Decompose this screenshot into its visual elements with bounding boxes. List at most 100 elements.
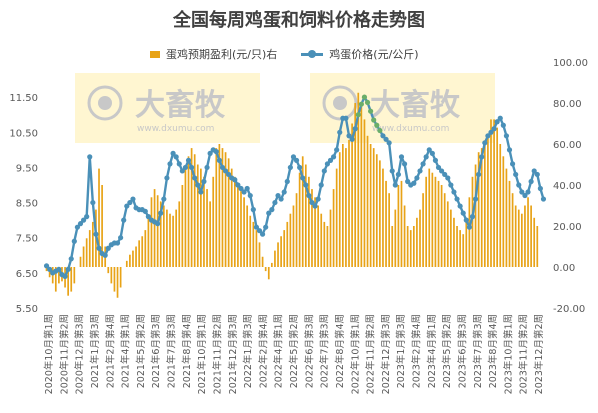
bar[interactable] <box>400 180 403 267</box>
line-point[interactable] <box>423 154 429 160</box>
bar[interactable] <box>354 103 357 267</box>
line-point[interactable] <box>349 136 355 142</box>
line-point[interactable] <box>185 157 192 163</box>
line-point[interactable] <box>426 147 432 153</box>
bar[interactable] <box>397 185 400 267</box>
line-point[interactable] <box>164 175 170 181</box>
line-point[interactable] <box>290 154 297 160</box>
line-point[interactable] <box>238 185 244 192</box>
line-point[interactable] <box>497 115 503 121</box>
bar[interactable] <box>527 197 529 267</box>
bar[interactable] <box>412 226 415 267</box>
bar[interactable] <box>169 213 171 267</box>
bar[interactable] <box>85 238 88 267</box>
bar[interactable] <box>132 250 134 267</box>
bar[interactable] <box>502 156 505 267</box>
line-point[interactable] <box>509 161 516 167</box>
bar[interactable] <box>187 156 190 267</box>
bar[interactable] <box>505 168 508 267</box>
line-point[interactable] <box>127 199 133 206</box>
bar[interactable] <box>138 240 140 267</box>
line-point[interactable] <box>327 157 334 163</box>
line-point[interactable] <box>503 133 510 139</box>
line-point[interactable] <box>358 101 364 107</box>
legend-item-line[interactable]: 鸡蛋价格(元/公斤) <box>301 46 419 62</box>
line-point[interactable] <box>346 133 352 139</box>
line-point[interactable] <box>207 150 213 156</box>
line-point[interactable] <box>284 178 290 185</box>
line-point[interactable] <box>204 164 210 171</box>
bar[interactable] <box>468 197 471 267</box>
line-point[interactable] <box>182 164 189 171</box>
line-point[interactable] <box>324 161 331 167</box>
bar[interactable] <box>264 267 267 272</box>
line-point[interactable] <box>266 210 272 216</box>
bar[interactable] <box>394 209 397 267</box>
bar[interactable] <box>375 154 378 267</box>
line-point[interactable] <box>87 154 93 160</box>
bar[interactable] <box>125 260 128 267</box>
bar[interactable] <box>323 221 326 267</box>
bar[interactable] <box>388 193 390 267</box>
bar[interactable] <box>91 221 94 267</box>
bar[interactable] <box>175 209 178 267</box>
bar[interactable] <box>283 230 286 267</box>
bar[interactable] <box>314 197 316 267</box>
bar[interactable] <box>166 209 168 267</box>
line-point[interactable] <box>250 207 256 213</box>
bar[interactable] <box>480 148 483 267</box>
line-point[interactable] <box>105 245 111 251</box>
line-point[interactable] <box>506 147 513 153</box>
line-point[interactable] <box>491 126 497 132</box>
line-point[interactable] <box>309 199 315 206</box>
bar[interactable] <box>267 267 270 280</box>
bar[interactable] <box>474 164 477 268</box>
line-point[interactable] <box>189 164 195 171</box>
line-point[interactable] <box>528 178 534 185</box>
bar[interactable] <box>428 168 431 267</box>
line-point[interactable] <box>522 192 528 199</box>
bar[interactable] <box>218 144 221 267</box>
line-point[interactable] <box>525 189 531 195</box>
line-point[interactable] <box>90 199 96 206</box>
line-point[interactable] <box>102 252 108 258</box>
line-point[interactable] <box>124 203 130 209</box>
bar[interactable] <box>477 152 480 267</box>
line-point[interactable] <box>355 112 361 118</box>
line-point[interactable] <box>263 224 269 230</box>
bar[interactable] <box>292 205 295 268</box>
line-point[interactable] <box>368 108 374 114</box>
line-point[interactable] <box>488 129 494 135</box>
line-point[interactable] <box>417 168 423 174</box>
line-point[interactable] <box>380 133 386 139</box>
bar[interactable] <box>147 217 150 267</box>
line-point[interactable] <box>500 122 506 128</box>
line-point[interactable] <box>306 192 312 199</box>
line-point[interactable] <box>451 189 457 195</box>
line-point[interactable] <box>71 238 77 244</box>
bar[interactable] <box>517 209 520 267</box>
bar[interactable] <box>514 205 517 268</box>
line-point[interactable] <box>454 196 460 202</box>
bar[interactable] <box>508 180 511 267</box>
bar[interactable] <box>150 197 153 267</box>
line-point[interactable] <box>118 235 124 241</box>
bar[interactable] <box>536 226 539 267</box>
bar[interactable] <box>116 267 119 298</box>
bar[interactable] <box>258 242 261 267</box>
bar[interactable] <box>67 267 69 296</box>
line-point[interactable] <box>395 171 401 178</box>
line-point[interactable] <box>476 171 482 178</box>
bar[interactable] <box>206 189 208 267</box>
line-point[interactable] <box>179 168 185 174</box>
bar[interactable] <box>221 148 224 267</box>
line-point[interactable] <box>303 182 309 188</box>
line-point[interactable] <box>232 177 238 183</box>
bar[interactable] <box>409 230 412 267</box>
bar[interactable] <box>357 92 360 267</box>
line-point[interactable] <box>411 180 417 186</box>
bar[interactable] <box>462 234 465 267</box>
line-point[interactable] <box>448 182 454 188</box>
bar[interactable] <box>308 176 310 267</box>
line-point[interactable] <box>130 196 136 202</box>
